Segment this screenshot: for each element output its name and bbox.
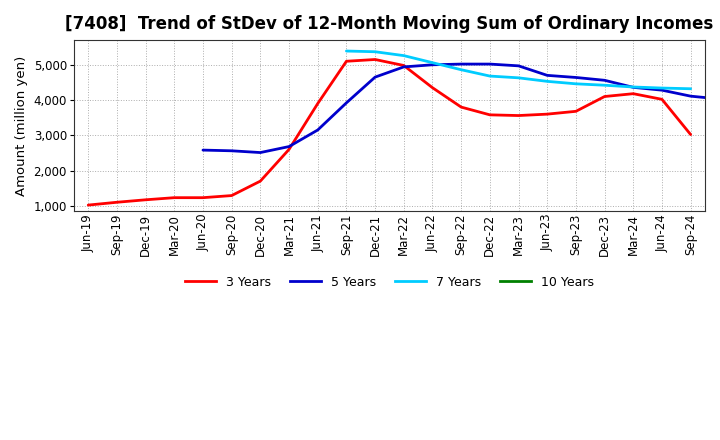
Title: [7408]  Trend of StDev of 12-Month Moving Sum of Ordinary Incomes: [7408] Trend of StDev of 12-Month Moving… (66, 15, 714, 33)
Legend: 3 Years, 5 Years, 7 Years, 10 Years: 3 Years, 5 Years, 7 Years, 10 Years (180, 271, 599, 294)
Y-axis label: Amount (million yen): Amount (million yen) (15, 55, 28, 196)
